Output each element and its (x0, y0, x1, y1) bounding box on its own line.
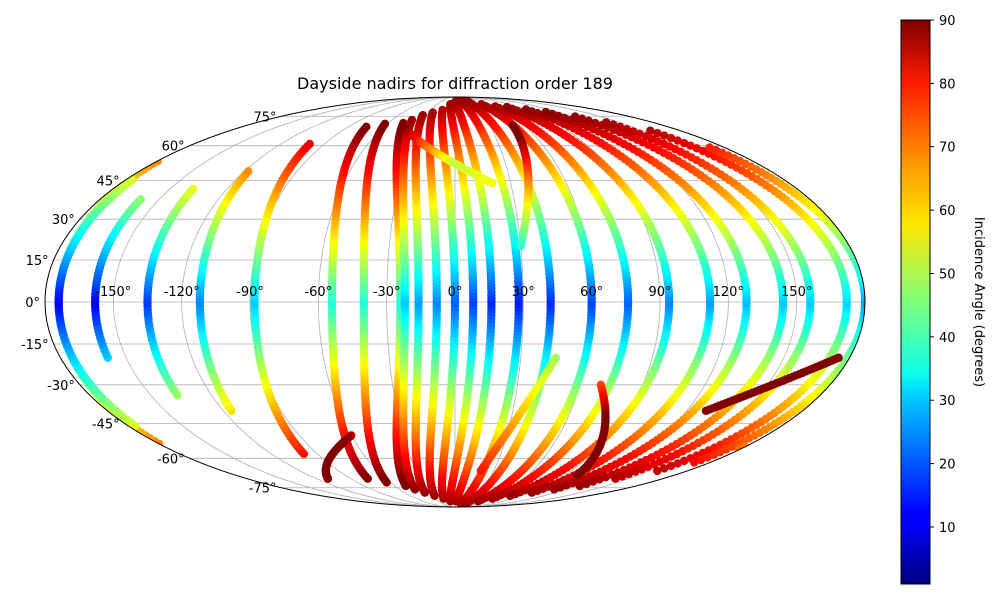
track (195, 167, 253, 416)
data-point (502, 102, 512, 112)
lat-tick-label: -75° (249, 482, 277, 497)
lon-tick-label: -120° (164, 285, 200, 300)
track (359, 119, 391, 487)
colorbar-tick-label: 10 (939, 521, 956, 536)
data-point (407, 115, 417, 125)
grid-meridian (112, 96, 456, 508)
lat-tick-label: 30° (52, 213, 75, 228)
data-point (362, 122, 371, 132)
data-point (521, 105, 531, 114)
data-point (188, 184, 198, 194)
grid-meridian (181, 96, 456, 508)
data-point (487, 178, 497, 188)
data-point (305, 139, 314, 149)
colorbar-tick-label: 60 (939, 204, 956, 219)
lon-tick-label: 120° (713, 285, 744, 300)
data-point (462, 97, 471, 105)
colorbar-tick-label: 30 (939, 394, 956, 409)
grid-meridian (454, 96, 661, 508)
orbit-tracks (54, 97, 865, 507)
track (143, 184, 198, 400)
data-point (516, 242, 525, 251)
track (90, 195, 145, 362)
colorbar-tick-label: 40 (939, 331, 956, 346)
lon-tick-label: 30° (512, 285, 535, 300)
data-point (491, 102, 500, 111)
track (399, 115, 420, 494)
colorbar-tick-label: 70 (939, 141, 956, 156)
lon-tick-label: 0° (448, 285, 463, 300)
chart-title: Dayside nadirs for diffraction order 189 (297, 74, 613, 93)
data-point (570, 112, 580, 121)
lat-tick-label: 45° (97, 175, 120, 190)
data-point (541, 107, 550, 117)
track (250, 139, 314, 459)
data-point (573, 470, 582, 480)
data-point (380, 119, 390, 128)
data-point (136, 195, 145, 204)
lon-tick-label: -150° (95, 285, 131, 300)
lon-tick-label: -90° (236, 285, 264, 300)
lon-tick-label: -60° (304, 285, 332, 300)
colorbar (900, 19, 931, 585)
data-point (705, 143, 714, 152)
lon-tick-label: 90° (648, 285, 671, 300)
data-point (601, 118, 611, 127)
colorbar-ticks: 10 20 30 40 50 60 70 80 90 (930, 14, 956, 536)
grid-meridian (454, 96, 524, 508)
grid-meridian (386, 96, 456, 508)
lat-tick-label: 75° (253, 110, 276, 125)
colorbar-tick-label: 90 (939, 14, 956, 29)
data-point (323, 474, 333, 483)
colorbar-tick-label: 20 (939, 458, 956, 473)
data-point (476, 466, 486, 476)
lon-tick-label: 150° (781, 285, 812, 300)
lat-tick-label: -45° (92, 417, 120, 432)
data-point (438, 105, 447, 115)
track (327, 122, 372, 483)
colorbar-tick-label: 80 (939, 77, 956, 92)
grid-meridian (317, 96, 456, 508)
data-point (477, 100, 486, 109)
lon-tick-label: -30° (373, 285, 401, 300)
lon-tick-label: 60° (580, 285, 603, 300)
lat-tick-label: -15° (21, 338, 49, 353)
colorbar-tick-label: 50 (939, 267, 956, 282)
colorbar-label: Incidence Angle (degrees) (971, 217, 986, 387)
data-point (244, 167, 253, 176)
track (411, 111, 430, 497)
data-point (418, 111, 427, 120)
lat-tick-label: -30° (47, 379, 75, 394)
lat-tick-label: 60° (162, 140, 185, 155)
data-point (646, 126, 655, 135)
lat-tick-label: 0° (25, 296, 40, 311)
data-point (428, 108, 437, 117)
lat-tick-label: -60° (157, 452, 185, 467)
lat-tick-label: 15° (26, 254, 49, 269)
data-point (834, 353, 843, 362)
grid-meridian (249, 96, 456, 508)
